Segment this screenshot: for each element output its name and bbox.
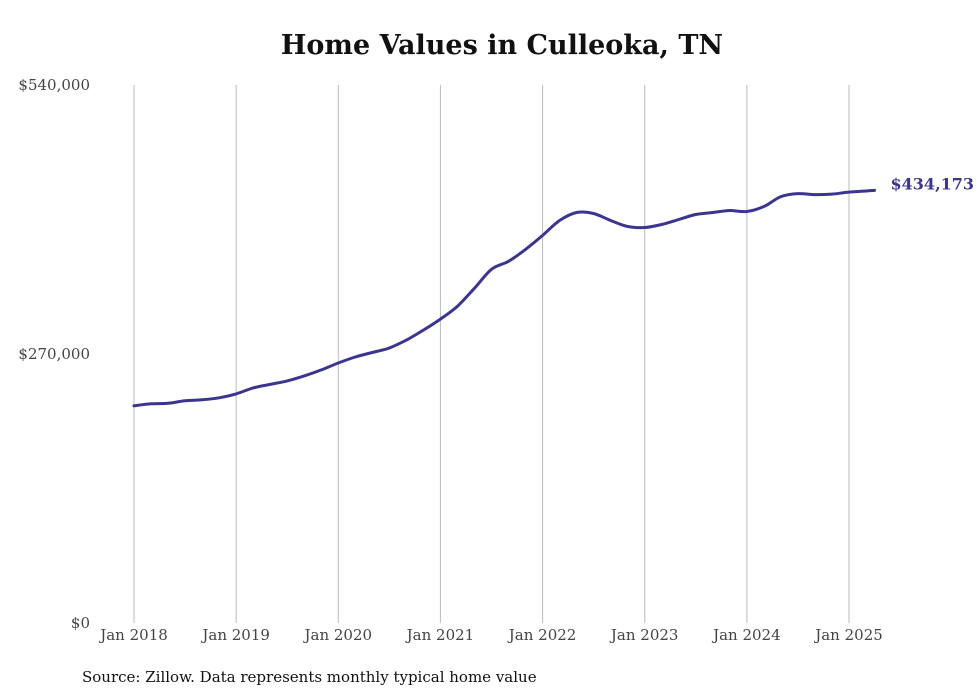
x-gridlines <box>133 85 850 623</box>
x-tick-label: Jan 2022 <box>507 626 577 644</box>
x-tick-label: Jan 2023 <box>609 626 679 644</box>
y-tick-label: $0 <box>71 614 90 632</box>
home-value-line <box>132 188 876 408</box>
x-tick-labels: Jan 2018 Jan 2019 Jan 2020 Jan 2021 Jan 2022… <box>98 626 883 644</box>
line-chart: $0$270,000$540,000 Jan 2018 Jan 2019 Jan 2… <box>18 76 975 644</box>
x-tick-label: Jan 2020 <box>303 626 373 644</box>
chart-title: Home Values in Culleoka, TN <box>280 30 724 61</box>
y-tick-label: $270,000 <box>18 345 90 363</box>
x-tick-label: Jan 2019 <box>200 626 270 644</box>
x-tick-label: Jan 2025 <box>813 626 883 644</box>
x-tick-label: Jan 2018 <box>98 626 168 644</box>
y-tick-label: $540,000 <box>18 76 90 94</box>
latest-value-label: $434,173 <box>891 174 975 193</box>
x-tick-label: Jan 2021 <box>405 626 475 644</box>
source-note: Source: Zillow. Data represents monthly … <box>82 668 537 686</box>
y-tick-labels: $0 $270,000 $540,000 <box>18 76 90 632</box>
x-tick-label: Jan 2024 <box>711 626 781 644</box>
